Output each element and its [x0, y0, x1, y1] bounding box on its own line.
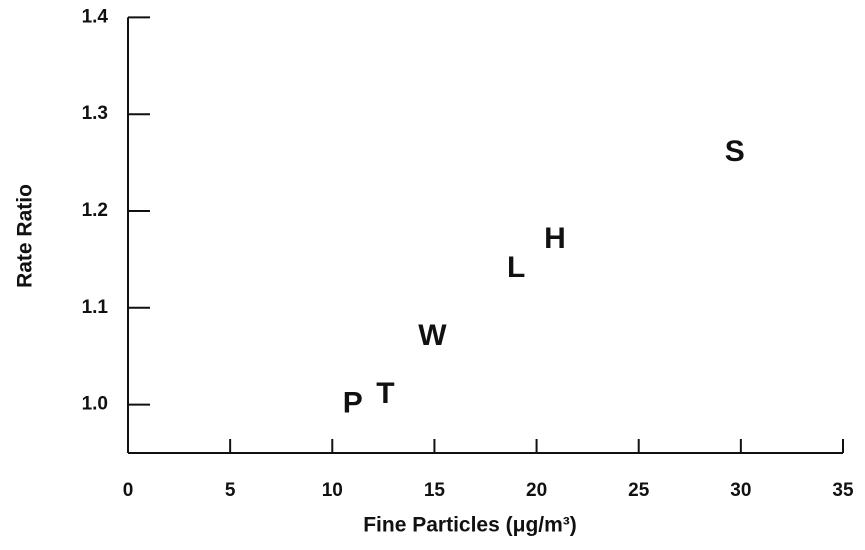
point-label: T — [376, 377, 394, 410]
y-tick-label: 1.1 — [82, 297, 109, 318]
y-axis-label: Rate Ratio — [14, 184, 37, 288]
point-label: W — [418, 319, 447, 352]
x-tick-label: 25 — [628, 480, 650, 501]
x-tick-label: 15 — [424, 480, 446, 501]
x-tick-label: 0 — [123, 480, 134, 501]
x-tick-label: 5 — [225, 480, 236, 501]
x-axis-label: Fine Particles (μg/m³) — [363, 514, 577, 537]
x-tick-label: 20 — [526, 480, 547, 501]
x-tick-label: 35 — [832, 480, 854, 501]
y-tick-label: 1.0 — [82, 394, 108, 415]
point-label: H — [544, 222, 566, 255]
x-tick-label: 30 — [730, 480, 751, 501]
point-label: S — [725, 135, 745, 168]
y-tick-label: 1.3 — [82, 103, 108, 124]
x-tick-label: 10 — [322, 480, 343, 501]
y-tick-label: 1.4 — [82, 6, 109, 27]
point-label: L — [507, 251, 525, 284]
point-label: P — [343, 387, 363, 420]
y-tick-label: 1.2 — [82, 200, 108, 221]
